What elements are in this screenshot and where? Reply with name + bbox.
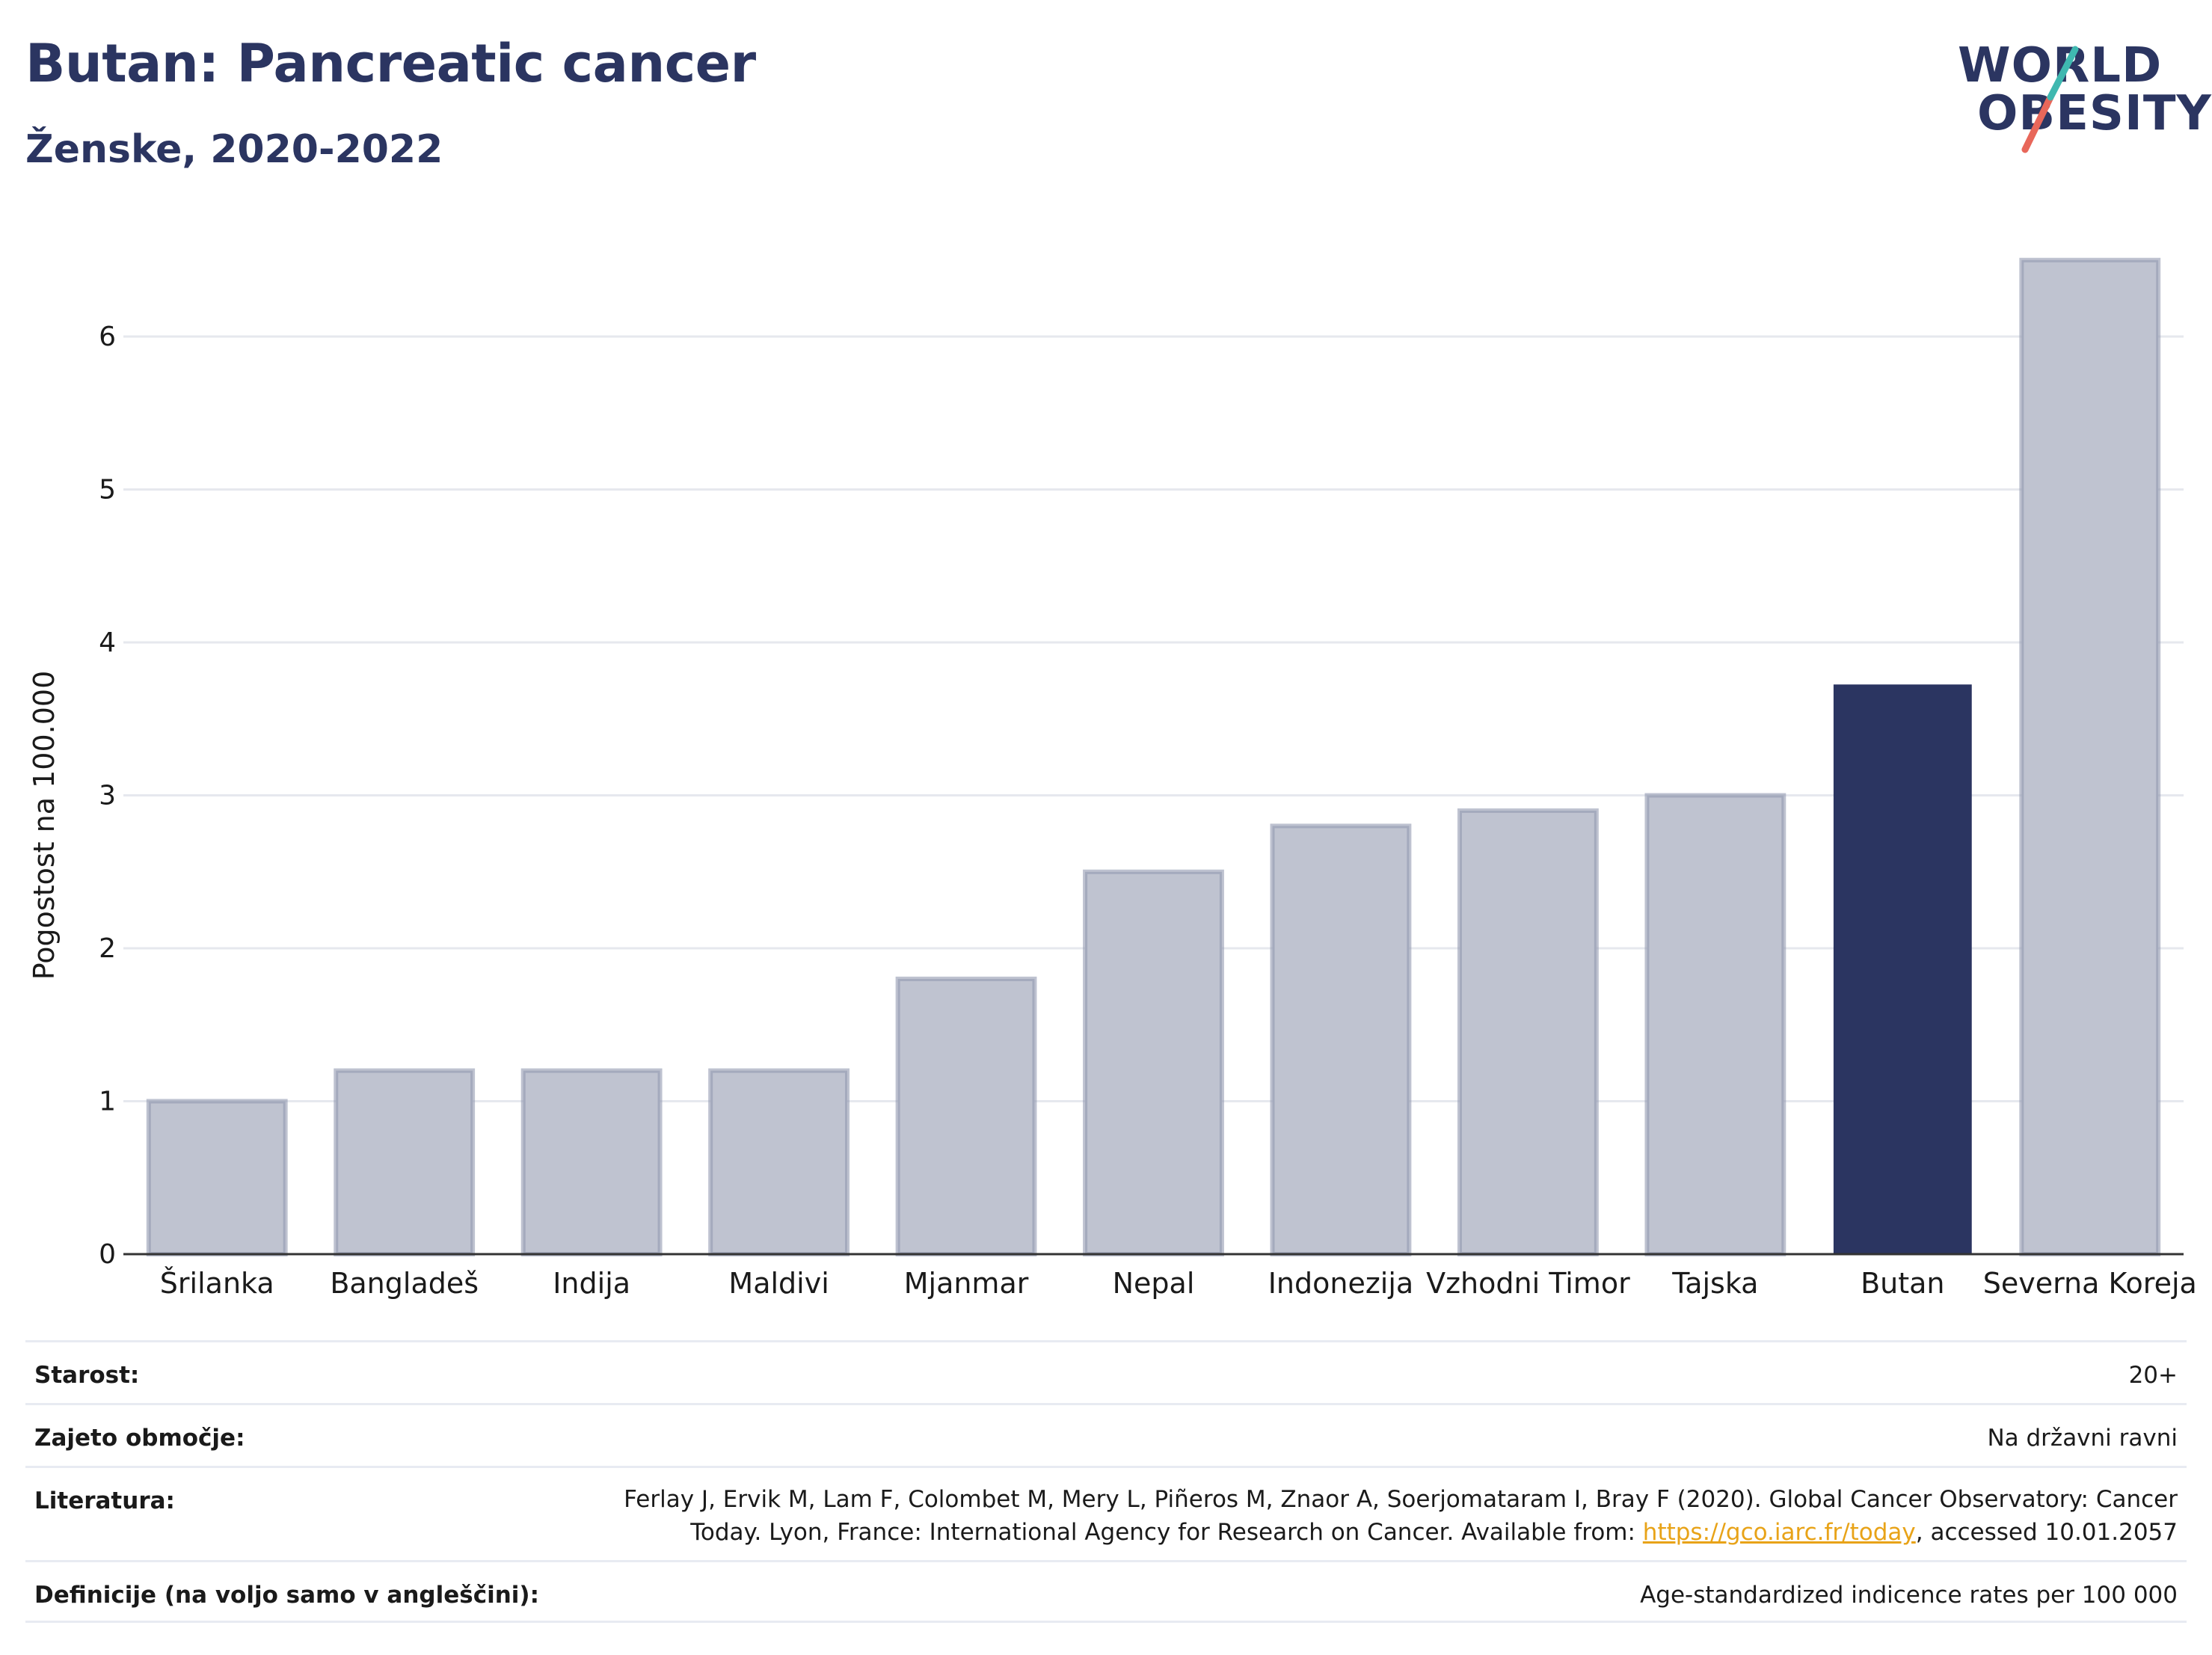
world-obesity-logo: WORLD OBESITY	[1944, 22, 2211, 165]
meta-row-coverage: Zajeto območje: Na državni ravni	[25, 1403, 2187, 1466]
meta-row-age: Starost: 20+	[25, 1340, 2187, 1403]
references-text: Ferlay J, Ervik M, Lam F, Colombet M, Me…	[624, 1486, 2178, 1546]
definitions-value: Age-standardized indicence rates per 100…	[1640, 1582, 2178, 1609]
bar-indonezija	[1270, 823, 1412, 1256]
bar-butan	[1833, 684, 1972, 1255]
age-value: 20+	[2128, 1362, 2178, 1389]
x-tick-label: Butan	[1861, 1267, 1944, 1300]
x-tick-label: Maldivi	[728, 1267, 829, 1300]
x-tick-label: Mjanmar	[904, 1267, 1029, 1300]
x-tick-label: Nepal	[1113, 1267, 1195, 1300]
x-tick-label: Indonezija	[1268, 1267, 1413, 1300]
references-label: Literatura:	[34, 1487, 175, 1514]
logo-line-2: OBESITY	[1977, 86, 2212, 141]
bar-tajska	[1644, 793, 1787, 1256]
bar-šrilanka	[146, 1099, 288, 1256]
y-tick-label: 4	[99, 627, 116, 658]
chart-subtitle: Ženske, 2020-2022	[25, 127, 443, 172]
y-tick-label: 1	[99, 1087, 116, 1117]
y-tick-label: 2	[99, 933, 116, 964]
coverage-label: Zajeto območje:	[34, 1425, 245, 1452]
bar-severna-koreja	[2019, 257, 2161, 1256]
definitions-label: Definicije (na voljo samo v angleščini):	[34, 1582, 539, 1609]
references-value: Ferlay J, Ervik M, Lam F, Colombet M, Me…	[547, 1483, 2178, 1549]
bar-chart: 0 1 2 3 4 5 6 Šrilanka Bangladeš Indija Maldivi Mja…	[28, 257, 2197, 1300]
bar-nepal	[1083, 869, 1224, 1256]
meta-row-references: Literatura: Ferlay J, Ervik M, Lam F, Co…	[25, 1466, 2187, 1560]
bars	[146, 257, 2161, 1257]
y-tick-label: 6	[99, 322, 116, 352]
references-link[interactable]: https://gco.iarc.fr/today	[1642, 1519, 1916, 1546]
references-accessed: , accessed 10.01.2057	[1915, 1519, 2178, 1546]
coverage-value: Na državni ravni	[1987, 1425, 2178, 1452]
x-tick-label: Bangladeš	[330, 1267, 479, 1300]
x-tick-label: Severna Koreja	[1983, 1267, 2197, 1300]
bar-maldivi	[708, 1068, 850, 1256]
x-tick-label: Šrilanka	[160, 1267, 274, 1300]
meta-row-definitions: Definicije (na voljo samo v angleščini):…	[25, 1560, 2187, 1623]
x-tick-label: Vzhodni Timor	[1426, 1267, 1630, 1300]
y-tick-label: 5	[99, 475, 116, 506]
y-tick-label: 0	[99, 1239, 116, 1270]
x-tick-label: Tajska	[1671, 1267, 1758, 1300]
bar-mjanmar	[895, 976, 1037, 1257]
x-tick-label: Indija	[553, 1267, 630, 1300]
age-label: Starost:	[34, 1362, 140, 1389]
bar-bangladeš	[334, 1068, 476, 1256]
y-axis-label: Pogostost na 100.000	[28, 671, 61, 980]
bar-vzhodni-timor	[1457, 808, 1599, 1256]
y-tick-label: 3	[99, 781, 116, 811]
bar-indija	[520, 1068, 663, 1256]
chart-title: Butan: Pancreatic cancer	[25, 33, 756, 94]
axes: 0 1 2 3 4 5 6 Šrilanka Bangladeš Indija Maldivi Mja…	[99, 322, 2197, 1300]
metadata-table: Starost: 20+ Zajeto območje: Na državni …	[25, 1340, 2187, 1623]
logo-slash-icon	[2021, 46, 2079, 153]
